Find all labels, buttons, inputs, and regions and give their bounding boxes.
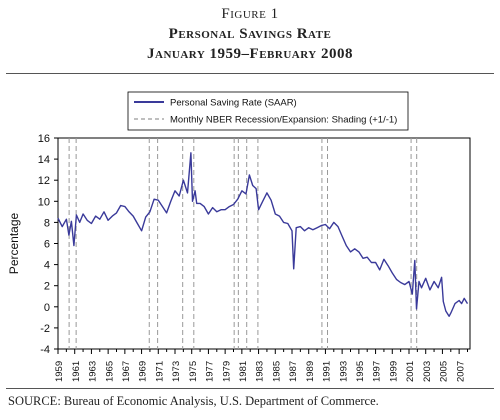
x-tick-label: 1981 bbox=[238, 361, 249, 382]
x-tick-label: 1983 bbox=[255, 361, 266, 382]
x-tick-label: 1999 bbox=[388, 361, 399, 382]
y-tick-label: 10 bbox=[38, 196, 50, 208]
x-axis: 1959 1961 1963 1965 1967 1969 1971 1973 1975 1977… bbox=[54, 349, 468, 382]
legend: Personal Saving Rate (SAAR) Monthly NBER… bbox=[127, 91, 409, 131]
x-tick-label: 1985 bbox=[271, 361, 282, 382]
x-tick-label: 1961 bbox=[71, 361, 82, 382]
y-axis-label: Percentage bbox=[7, 212, 21, 274]
x-tick-label: 1979 bbox=[221, 361, 232, 382]
y-tick-label: 2 bbox=[44, 281, 50, 293]
y-tick-label: 0 bbox=[44, 302, 50, 314]
figure-label: Figure 1 bbox=[221, 6, 279, 22]
y-tick-label: 14 bbox=[38, 154, 50, 166]
y-tick-label: 6 bbox=[44, 239, 50, 251]
x-tick-label: 1973 bbox=[171, 361, 182, 382]
savings-rate-line bbox=[57, 152, 469, 317]
y-tick-label: 16 bbox=[38, 133, 50, 145]
x-tick-label: 1969 bbox=[138, 361, 149, 382]
x-tick-label: 1971 bbox=[154, 361, 165, 382]
x-tick-label: 1975 bbox=[188, 361, 199, 382]
plot-area bbox=[57, 137, 471, 350]
recession-lines bbox=[68, 138, 418, 349]
y-tick-label: -4 bbox=[40, 344, 50, 356]
legend-entry-savings: Personal Saving Rate (SAAR) bbox=[170, 98, 297, 109]
y-tick-label: -2 bbox=[40, 323, 50, 335]
y-tick-label: 12 bbox=[38, 175, 50, 187]
x-tick-label: 1959 bbox=[54, 361, 65, 382]
x-tick-label: 2007 bbox=[455, 361, 466, 382]
y-tick-label: 8 bbox=[44, 217, 50, 229]
x-tick-label: 1965 bbox=[104, 361, 115, 382]
x-tick-label: 1997 bbox=[372, 361, 383, 382]
y-tick-label: 4 bbox=[44, 260, 50, 272]
x-tick-label: 1991 bbox=[322, 361, 333, 382]
figure-title: Personal Savings Rate bbox=[168, 26, 332, 42]
x-tick-label: 2001 bbox=[405, 361, 416, 382]
x-tick-label: 1977 bbox=[205, 361, 216, 382]
y-axis: -4 -2 0 2 4 6 8 10 12 14 16 bbox=[38, 133, 58, 356]
figure-subtitle: January 1959–February 2008 bbox=[147, 46, 353, 62]
x-tick-label: 2003 bbox=[422, 361, 433, 382]
x-tick-label: 1995 bbox=[355, 361, 366, 382]
bottom-rule bbox=[6, 388, 494, 389]
top-rule bbox=[6, 73, 494, 74]
x-tick-label: 2005 bbox=[439, 361, 450, 382]
legend-entry-recession: Monthly NBER Recession/Expansion: Shadin… bbox=[170, 115, 397, 126]
source-note: SOURCE: Bureau of Economic Analysis, U.S… bbox=[8, 394, 379, 408]
x-tick-label: 1987 bbox=[288, 361, 299, 382]
x-tick-label: 1967 bbox=[121, 361, 132, 382]
x-tick-label: 1993 bbox=[338, 361, 349, 382]
x-tick-label: 1963 bbox=[88, 361, 99, 382]
x-tick-label: 1989 bbox=[305, 361, 316, 382]
